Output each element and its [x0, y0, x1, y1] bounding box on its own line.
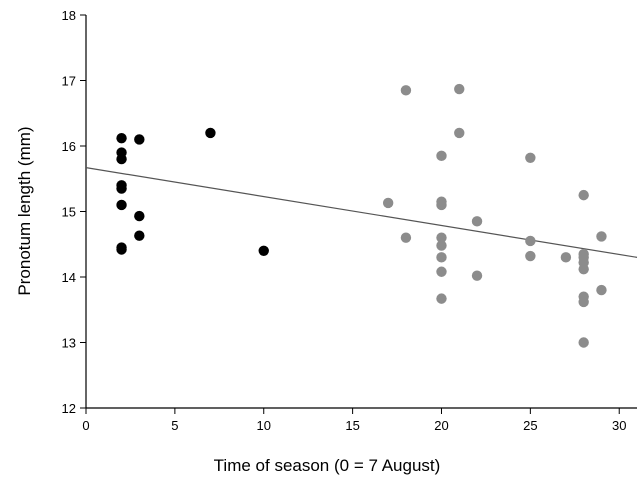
plot-area — [85, 15, 637, 409]
early-season-point — [134, 230, 145, 241]
late-season-point — [578, 263, 589, 275]
y-tick-label: 16 — [62, 139, 76, 154]
y-tick-label: 18 — [62, 8, 76, 23]
late-season-point — [436, 293, 447, 304]
x-axis-ticks: 0 5 10 15 20 25 30 — [82, 408, 626, 433]
early-season-point — [134, 210, 145, 222]
late-season-point — [578, 189, 589, 201]
late-season-point — [436, 150, 447, 162]
y-tick-label: 17 — [62, 74, 76, 89]
late-season-point — [471, 216, 483, 227]
x-tick-label: 30 — [612, 418, 626, 433]
late-season-point — [436, 232, 447, 243]
late-season-point — [436, 199, 447, 211]
late-season-point — [578, 337, 589, 348]
x-tick-label: 20 — [434, 418, 448, 433]
early-season-point — [116, 132, 127, 144]
y-tick-label: 14 — [62, 270, 76, 285]
early-season-point — [116, 153, 127, 165]
early-season-point — [205, 127, 216, 139]
early-season-point — [116, 244, 127, 255]
late-season-point — [525, 152, 536, 163]
y-tick-label: 15 — [62, 205, 76, 220]
late-season-point — [454, 127, 465, 139]
x-tick-label: 0 — [82, 418, 89, 433]
late-season-point — [596, 231, 607, 242]
trendline-layer — [85, 167, 638, 258]
y-axis-title: Pronotum length (mm) — [15, 126, 34, 295]
x-tick-label: 5 — [171, 418, 178, 433]
y-axis-ticks: 12 13 14 15 16 17 18 — [62, 8, 86, 416]
x-tick-label: 10 — [257, 418, 271, 433]
late-season-point — [578, 296, 589, 308]
late-season-point — [454, 83, 465, 95]
early-season-point — [134, 134, 145, 145]
early-season-point — [116, 183, 127, 194]
late-season-point — [436, 266, 447, 277]
late-season-point — [436, 240, 447, 251]
late-season-point — [471, 270, 483, 281]
late-season-point — [596, 284, 607, 296]
early-season-point — [116, 199, 127, 211]
late-season-point — [400, 85, 412, 96]
x-axis-title: Time of season (0 = 7 August) — [214, 456, 441, 475]
y-tick-label: 12 — [62, 401, 76, 416]
late-season-point — [525, 250, 536, 262]
y-tick-label: 13 — [62, 336, 76, 351]
late-season-point — [400, 232, 412, 243]
early-season-point — [258, 245, 269, 256]
x-tick-label: 15 — [345, 418, 359, 433]
late-season-point — [525, 235, 536, 247]
x-tick-label: 25 — [523, 418, 537, 433]
data-points-layer — [116, 83, 607, 348]
late-season-point — [560, 252, 572, 263]
late-season-point — [436, 252, 447, 263]
late-season-point — [382, 197, 394, 209]
regression-line — [85, 167, 638, 258]
